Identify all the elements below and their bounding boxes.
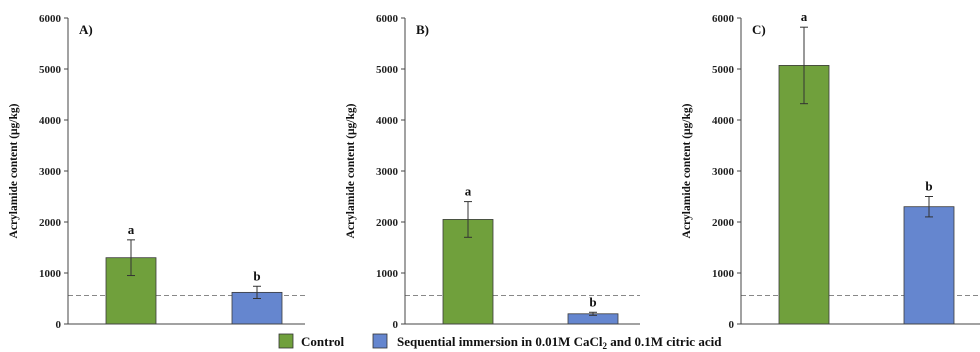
- y-tick-label: 5000: [39, 64, 62, 76]
- panel-2: a b 0 1000 2000 3000 4000 5000 6000 Acrylamide co…: [345, 13, 640, 331]
- significance-letter: a: [801, 9, 808, 24]
- legend-swatch-control: [278, 333, 294, 349]
- y-tick-label: 4000: [376, 115, 399, 127]
- y-tick-label: 1000: [376, 268, 399, 280]
- significance-letter: a: [465, 184, 472, 199]
- y-tick-label: 1000: [39, 268, 62, 280]
- y-tick-label: 1000: [712, 268, 735, 280]
- y-tick-label: 4000: [712, 115, 735, 127]
- y-axis-label: Acrylamide content (μg/kg): [345, 103, 357, 238]
- y-tick-label: 5000: [376, 64, 399, 76]
- y-tick-label: 5000: [712, 64, 735, 76]
- y-tick-label: 6000: [376, 13, 399, 25]
- significance-letter: a: [128, 222, 135, 237]
- legend-subscript: 2: [602, 341, 607, 351]
- y-tick-label: 2000: [39, 217, 62, 229]
- chart-legend: Control Sequential immersion in 0.01M Ca…: [278, 333, 722, 351]
- y-tick-label: 6000: [712, 13, 735, 25]
- y-tick-label: 3000: [39, 166, 62, 178]
- significance-letter: b: [253, 268, 260, 283]
- significance-letter: b: [589, 294, 596, 309]
- panel-3: a b 0 1000 2000 3000 4000 5000 6000 Acrylamide co…: [681, 9, 980, 331]
- y-tick-label: 4000: [39, 115, 62, 127]
- y-tick-label: 0: [56, 319, 62, 331]
- bar: [903, 206, 955, 325]
- panel-label: A): [79, 22, 93, 37]
- y-tick-label: 6000: [39, 13, 62, 25]
- legend-label-treatment: Sequential immersion in 0.01M CaCl2 and …: [397, 334, 722, 351]
- significance-letter: b: [925, 179, 932, 194]
- panel-label: C): [752, 22, 766, 37]
- y-axis-label: Acrylamide content (μg/kg): [8, 103, 20, 238]
- y-tick-label: 2000: [376, 217, 399, 229]
- y-tick-label: 3000: [376, 166, 399, 178]
- legend-swatch-treatment: [372, 333, 388, 349]
- y-tick-label: 0: [393, 319, 399, 331]
- panel-label: B): [416, 22, 429, 37]
- panel-1: a b 0 1000 2000 3000 4000 5000 6000 Acrylamide co…: [8, 13, 305, 331]
- y-axis-label: Acrylamide content (μg/kg): [681, 103, 693, 238]
- legend-label-control: Control: [301, 334, 344, 349]
- y-tick-label: 3000: [712, 166, 735, 178]
- bar: [778, 65, 830, 325]
- y-tick-label: 2000: [712, 217, 735, 229]
- y-tick-label: 0: [729, 319, 735, 331]
